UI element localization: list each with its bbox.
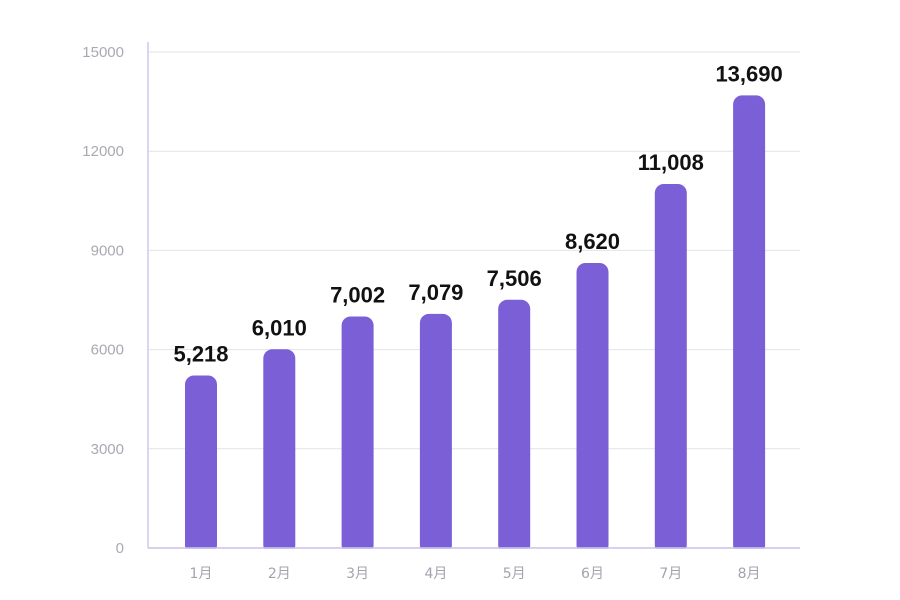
bar [654,184,687,554]
y-tick-label: 0 [116,540,124,557]
x-tick-label: 8月 [738,566,761,582]
data-label: 7,079 [408,280,463,305]
x-tick-label: 7月 [659,566,682,582]
data-label: 6,010 [252,315,307,340]
y-tick-label: 12000 [82,143,124,160]
bar [733,95,766,555]
x-tick-label: 5月 [503,566,526,582]
bars [148,95,801,559]
x-tick-label: 6月 [581,566,604,582]
data-label: 11,008 [638,150,704,175]
y-axis-tick-labels: 0 3000 6000 9000 12000 15000 [82,44,124,557]
bar [576,262,609,554]
data-label: 7,002 [330,282,385,307]
bar [498,299,531,554]
y-tick-label: 9000 [91,242,124,259]
x-tick-label: 4月 [424,566,447,582]
x-axis-tick-labels: 1月 2月 3月 4月 5月 6月 7月 8月 [190,566,761,582]
data-labels: 5,218 6,010 7,002 7,079 7,506 8,620 11,008 13,6… [173,61,782,366]
bar [185,375,217,554]
x-tick-label: 1月 [190,566,213,582]
data-label: 7,506 [487,266,542,291]
y-tick-label: 3000 [91,441,124,458]
grid-lines [148,51,800,450]
x-tick-label: 3月 [346,566,369,582]
axes [147,42,800,549]
y-tick-label: 6000 [91,342,124,359]
x-tick-label: 2月 [268,566,291,582]
data-label: 13,690 [715,61,782,86]
bar [419,313,452,554]
bar [341,316,374,554]
baseline-mask [149,548,801,559]
data-label: 5,218 [173,341,228,366]
y-tick-label: 15000 [82,44,124,61]
bar [263,349,296,554]
data-label: 8,620 [565,229,620,254]
